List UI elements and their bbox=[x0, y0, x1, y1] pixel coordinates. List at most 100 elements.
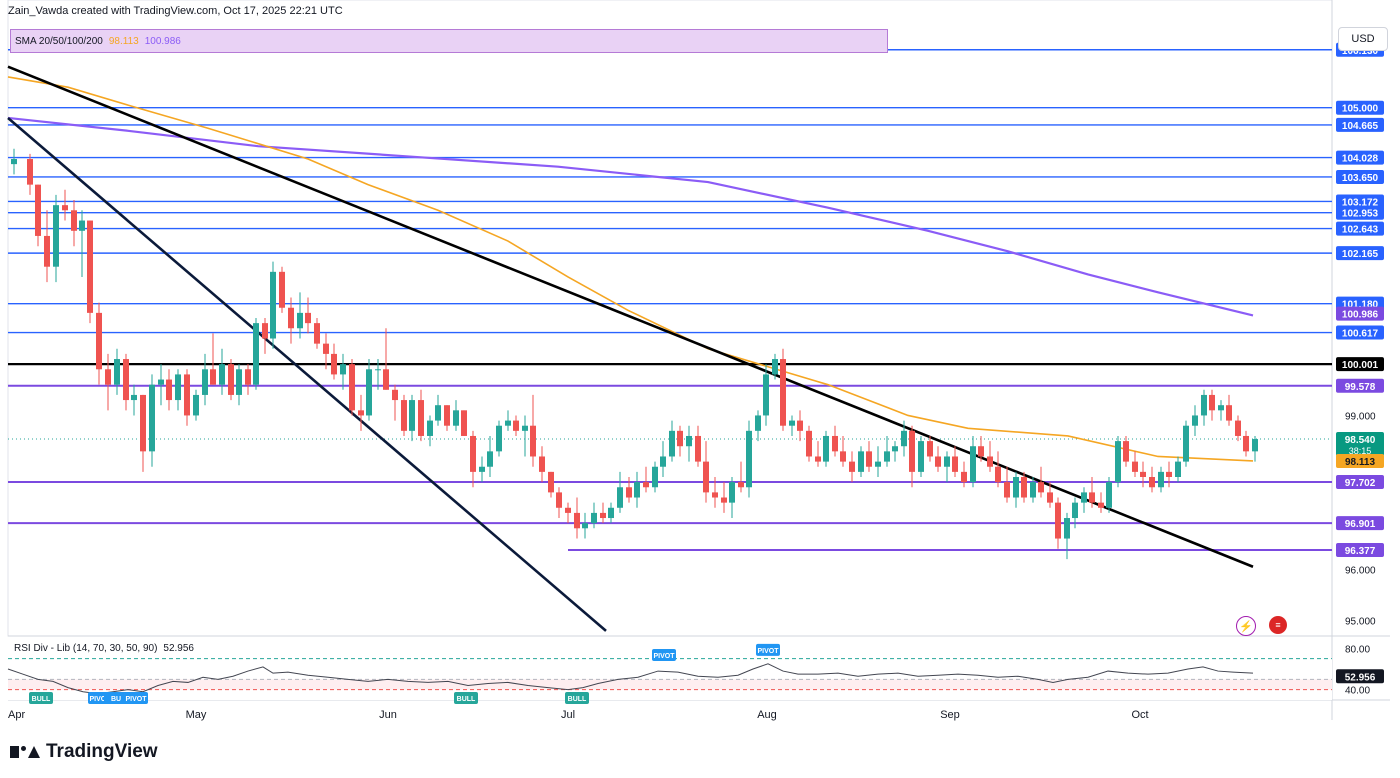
rsi-legend[interactable]: RSI Div - Lib (14, 70, 30, 50, 90) 52.95… bbox=[14, 643, 194, 654]
time-axis: Apr May Jun Jul Aug Sep Oct bbox=[8, 709, 1149, 721]
candle-body bbox=[1192, 415, 1198, 426]
candle-body bbox=[721, 497, 727, 503]
price-level-label: 96.901 bbox=[1345, 519, 1376, 530]
price-level-label: 102.953 bbox=[1342, 209, 1379, 220]
candle-body bbox=[875, 461, 881, 467]
tradingview-logo[interactable]: TradingView bbox=[10, 741, 158, 763]
rsi-marker-label: BULL bbox=[32, 696, 51, 703]
price-level-tag bbox=[1336, 150, 1384, 165]
trendline-black bbox=[7, 65, 1254, 568]
candle-body bbox=[279, 271, 285, 308]
price-level-label: 103.650 bbox=[1342, 173, 1379, 184]
candle-body bbox=[140, 394, 146, 452]
candle-body bbox=[166, 379, 172, 401]
candle-body bbox=[479, 466, 485, 472]
candle-body bbox=[96, 312, 102, 370]
rsi-marker-label: PIVOT bbox=[757, 648, 779, 655]
candle-body bbox=[1047, 492, 1053, 503]
candle-body bbox=[131, 394, 137, 401]
price-tick-label: 99.000 bbox=[1345, 411, 1376, 422]
candle-body bbox=[892, 446, 898, 452]
candle-body bbox=[288, 307, 294, 329]
candle-body bbox=[643, 482, 649, 488]
rsi-marker-badge bbox=[652, 649, 676, 661]
candle-body bbox=[392, 389, 398, 401]
candle-body bbox=[149, 384, 155, 452]
rsi-legend-value: 52.956 bbox=[163, 643, 194, 654]
candle-body bbox=[375, 369, 381, 371]
candle-body bbox=[927, 441, 933, 457]
candle-body bbox=[952, 456, 958, 472]
rsi-marker-label: BULL bbox=[568, 696, 587, 703]
candle-body bbox=[53, 205, 59, 267]
candle-body bbox=[729, 482, 735, 503]
candle-body bbox=[505, 420, 511, 426]
time-tick-label: Jul bbox=[561, 709, 575, 721]
candle-body bbox=[1123, 441, 1129, 462]
candle-body bbox=[496, 425, 502, 452]
candle-body bbox=[755, 415, 761, 431]
candle-body bbox=[978, 446, 984, 457]
flag-icon[interactable]: ≡ bbox=[1269, 616, 1287, 634]
price-level-tag bbox=[1336, 205, 1384, 220]
tradingview-brand: TradingView bbox=[46, 741, 158, 762]
lightning-icon[interactable]: ⚡ bbox=[1236, 616, 1256, 636]
candle-body bbox=[617, 487, 623, 508]
candle-body bbox=[236, 369, 242, 395]
candle-body bbox=[1243, 435, 1249, 452]
sma-legend-label: SMA 20/50/100/200 bbox=[15, 35, 103, 47]
sma-legend-value-2: 100.986 bbox=[144, 35, 181, 47]
candle-body bbox=[677, 430, 683, 447]
candle-body bbox=[1226, 405, 1232, 421]
candle-body bbox=[652, 466, 658, 488]
price-level-tag bbox=[1336, 325, 1384, 340]
price-marker-tag bbox=[1336, 306, 1384, 321]
candle-body bbox=[210, 369, 216, 385]
candle-body bbox=[840, 451, 846, 462]
candle-body bbox=[556, 492, 562, 508]
candle-body bbox=[123, 359, 129, 401]
price-pane-frame bbox=[7, 0, 1333, 637]
candle-body bbox=[184, 374, 190, 416]
rsi-tick-label: 40.00 bbox=[1345, 686, 1370, 697]
rsi-marker-badge bbox=[756, 643, 780, 656]
candle-body bbox=[1072, 502, 1078, 519]
price-level-tag bbox=[1336, 117, 1384, 132]
candle-body bbox=[44, 235, 50, 267]
candle-body bbox=[1183, 425, 1189, 462]
rsi-marker-label: PIVOT bbox=[125, 696, 147, 703]
candle-body bbox=[591, 512, 597, 524]
candle-body bbox=[1175, 461, 1181, 477]
candle-body bbox=[513, 420, 519, 431]
candle-body bbox=[987, 456, 993, 467]
price-level-tag bbox=[1336, 542, 1384, 557]
sma-legend[interactable]: SMA 20/50/100/200 98.113 100.986 bbox=[10, 29, 888, 53]
rsi-marker-badge bbox=[29, 692, 53, 704]
price-level-tag bbox=[1336, 475, 1384, 490]
price-level-tag bbox=[1336, 378, 1384, 393]
candle-body bbox=[901, 430, 907, 447]
price-tick-label: 95.000 bbox=[1345, 617, 1376, 628]
candle-body bbox=[1055, 502, 1061, 539]
price-level-label: 105.000 bbox=[1342, 104, 1379, 115]
candle-body bbox=[1235, 420, 1241, 436]
candle-body bbox=[600, 512, 606, 519]
candle-body bbox=[703, 461, 709, 493]
candle-body bbox=[1004, 482, 1010, 498]
candle-body bbox=[832, 435, 838, 452]
candle-body bbox=[823, 435, 829, 462]
candle-body bbox=[1064, 518, 1070, 539]
candle-body bbox=[634, 482, 640, 498]
time-tick-label: Sep bbox=[940, 709, 960, 721]
candle-body bbox=[530, 425, 536, 457]
candle-body bbox=[1158, 471, 1164, 488]
candle-body bbox=[1209, 394, 1215, 411]
time-tick-label: Apr bbox=[8, 709, 25, 721]
price-level-label: 101.180 bbox=[1342, 300, 1379, 311]
currency-button[interactable]: USD bbox=[1338, 27, 1388, 51]
candle-body bbox=[1081, 492, 1087, 503]
trendline-navy bbox=[7, 116, 607, 632]
candle-body bbox=[1098, 502, 1104, 508]
candle-body bbox=[1140, 471, 1146, 477]
price-axis: 99.000 96.000 95.000 bbox=[1345, 411, 1376, 627]
